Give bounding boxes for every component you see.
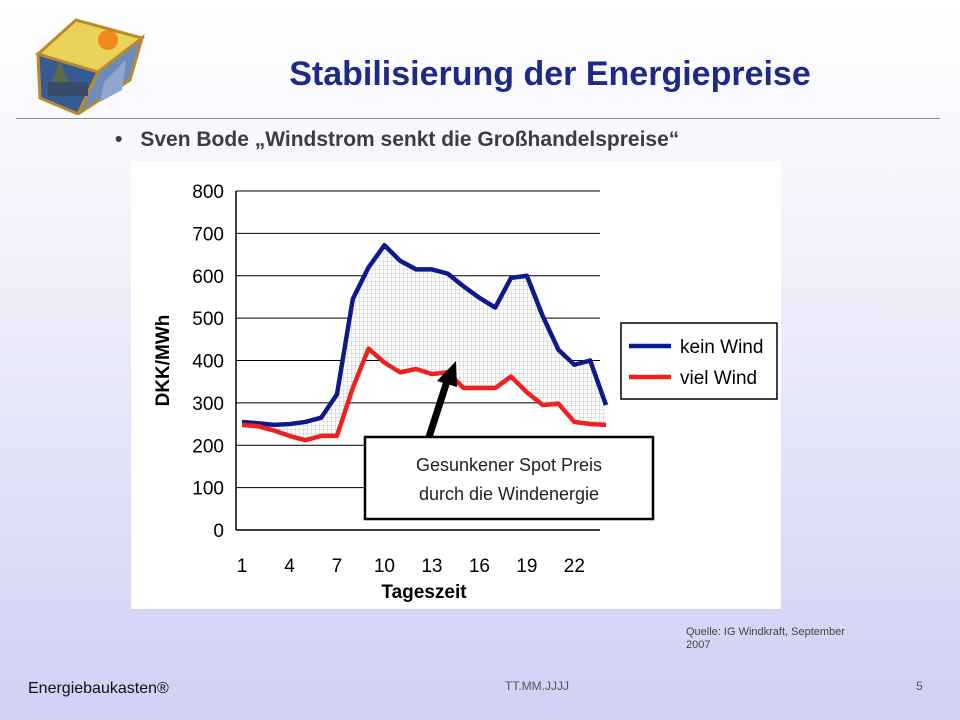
x-tick-label: 1	[237, 556, 248, 577]
x-tick-label: 22	[564, 556, 585, 577]
bullet-symbol: •	[115, 128, 123, 151]
footer-date: TT.MM.JJJJ	[505, 679, 569, 693]
price-difference-area	[242, 245, 606, 441]
y-tick-label: 600	[192, 267, 224, 288]
source-citation: Quelle: IG Windkraft, September 2007	[686, 626, 845, 651]
y-tick-label: 800	[192, 182, 224, 203]
x-axis-label: Tageszeit	[381, 582, 467, 603]
bullet-item: • Sven Bode „Windstrom senkt die Großhand…	[115, 128, 679, 152]
price-line-chart: 0 100 200 300 400 500 600 700 800 1 4 7 10 13 16 19 22 Ta…	[153, 182, 778, 603]
y-tick-label: 200	[192, 436, 224, 457]
y-tick-label: 500	[192, 309, 224, 330]
slide-title: Stabilisierung der Energiepreise	[289, 55, 811, 93]
y-tick-label: 100	[192, 479, 224, 500]
energiebaukasten-logo-cube	[35, 18, 146, 115]
x-tick-label: 7	[332, 556, 343, 577]
legend-label: kein Wind	[680, 337, 763, 358]
bullet-text: Sven Bode „Windstrom senkt die Großhande…	[140, 128, 680, 151]
series-line-viel-wind	[241, 346, 607, 443]
x-tick-label: 19	[516, 556, 537, 577]
annotation-text-line-2: durch die Windenergie	[419, 484, 599, 504]
y-axis-label: DKK/MWh	[153, 315, 174, 407]
y-tick-label: 700	[192, 224, 224, 245]
title-divider	[16, 118, 940, 119]
y-tick-label: 300	[192, 394, 224, 415]
legend-label: viel Wind	[680, 368, 757, 389]
chart-panel: 0 100 200 300 400 500 600 700 800 1 4 7 10 13 16 19 22 Ta…	[131, 161, 781, 609]
y-tick-label: 400	[192, 352, 224, 373]
annotation-box	[363, 435, 655, 521]
x-tick-label: 13	[421, 556, 442, 577]
annotation-arrowhead	[437, 361, 457, 387]
footer-brand: Energiebaukasten®	[28, 680, 169, 697]
y-tick-label: 0	[213, 521, 224, 542]
annotation-arrow-shaft	[425, 373, 453, 439]
annotation-text-line-1: Gesunkener Spot Preis	[416, 455, 602, 475]
x-tick-label: 4	[284, 556, 295, 577]
x-tick-label: 16	[469, 556, 490, 577]
series-line-kein-wind	[241, 242, 609, 428]
legend-box	[620, 322, 778, 400]
x-tick-label: 10	[374, 556, 395, 577]
page-number: 5	[916, 679, 923, 693]
